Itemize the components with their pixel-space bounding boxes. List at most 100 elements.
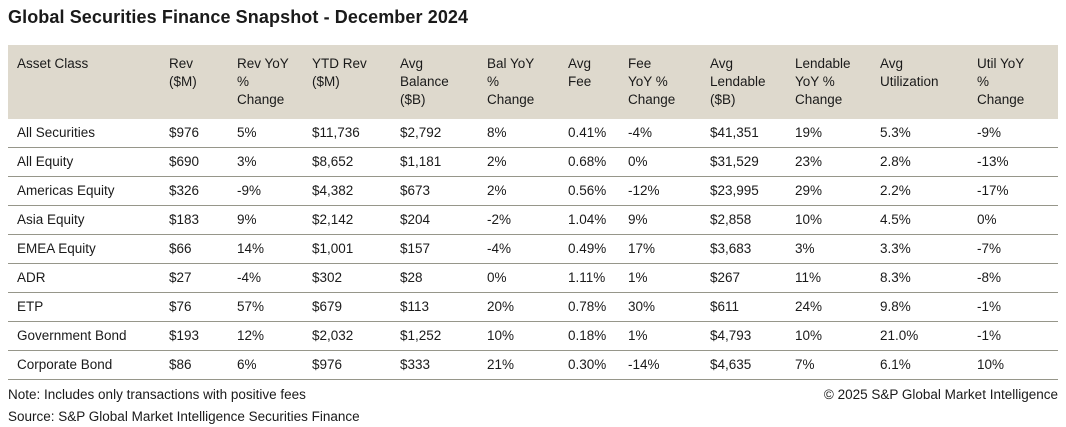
value-cell: 8% xyxy=(478,118,559,148)
value-cell: $333 xyxy=(391,350,478,380)
value-cell: $4,793 xyxy=(701,321,786,351)
value-cell: $23,995 xyxy=(701,176,786,206)
value-cell: 0.56% xyxy=(559,176,619,206)
value-cell: 10% xyxy=(968,350,1058,380)
value-cell: $2,032 xyxy=(303,321,391,351)
page-title: Global Securities Finance Snapshot - Dec… xyxy=(8,7,469,27)
value-cell: 0.30% xyxy=(559,350,619,380)
column-header: YTD Rev ($M) xyxy=(303,45,391,119)
asset-class-cell: Corporate Bond xyxy=(8,350,160,380)
value-cell: $204 xyxy=(391,205,478,235)
value-cell: 10% xyxy=(478,321,559,351)
value-cell: $2,858 xyxy=(701,205,786,235)
value-cell: $673 xyxy=(391,176,478,206)
value-cell: $66 xyxy=(160,234,228,264)
value-cell: 5% xyxy=(228,118,303,148)
note-text: Note: Includes only transactions with po… xyxy=(8,387,306,402)
asset-class-cell: EMEA Equity xyxy=(8,234,160,264)
table-body: All Securities $976 5% $11,736 $2,792 8% 0.41%… xyxy=(8,118,1058,380)
value-cell: 0.41% xyxy=(559,118,619,148)
value-cell: $690 xyxy=(160,147,228,177)
value-cell: $2,142 xyxy=(303,205,391,235)
source-text: Source: S&P Global Market Intelligence S… xyxy=(8,409,360,424)
value-cell: 4.5% xyxy=(871,205,968,235)
value-cell: 1% xyxy=(619,263,701,293)
value-cell: -14% xyxy=(619,350,701,380)
value-cell: 57% xyxy=(228,292,303,322)
value-cell: $976 xyxy=(303,350,391,380)
value-cell: $679 xyxy=(303,292,391,322)
table-row: Government Bond $193 12% $2,032 $1,252 10% 0.1… xyxy=(8,321,1058,351)
value-cell: $267 xyxy=(701,263,786,293)
value-cell: 0.78% xyxy=(559,292,619,322)
value-cell: 0% xyxy=(478,263,559,293)
value-cell: 0% xyxy=(968,205,1058,235)
asset-class-cell: Americas Equity xyxy=(8,176,160,206)
value-cell: -2% xyxy=(478,205,559,235)
value-cell: 7% xyxy=(786,350,871,380)
column-header: Asset Class xyxy=(8,45,160,119)
table-row: Americas Equity $326 -9% $4,382 $673 2% 0.56% -… xyxy=(8,176,1058,206)
value-cell: $183 xyxy=(160,205,228,235)
asset-class-cell: ADR xyxy=(8,263,160,293)
value-cell: 1.04% xyxy=(559,205,619,235)
table-row: ADR $27 -4% $302 $28 0% 1.11% 1% $267 11% 8.3% -8% xyxy=(8,263,1058,293)
value-cell: $76 xyxy=(160,292,228,322)
table-row: All Equity $690 3% $8,652 $1,181 2% 0.68% 0% $31… xyxy=(8,147,1058,177)
column-header: Rev YoY % Change xyxy=(228,45,303,119)
value-cell: 2.8% xyxy=(871,147,968,177)
value-cell: -1% xyxy=(968,321,1058,351)
value-cell: 23% xyxy=(786,147,871,177)
value-cell: $4,382 xyxy=(303,176,391,206)
value-cell: -17% xyxy=(968,176,1058,206)
table-row: Asia Equity $183 9% $2,142 $204 -2% 1.04% 9% $2,… xyxy=(8,205,1058,235)
value-cell: -13% xyxy=(968,147,1058,177)
value-cell: 24% xyxy=(786,292,871,322)
asset-class-cell: All Equity xyxy=(8,147,160,177)
asset-class-cell: Asia Equity xyxy=(8,205,160,235)
value-cell: 20% xyxy=(478,292,559,322)
value-cell: 3% xyxy=(786,234,871,264)
value-cell: $8,652 xyxy=(303,147,391,177)
column-header: Avg Lendable ($B) xyxy=(701,45,786,119)
asset-class-cell: ETP xyxy=(8,292,160,322)
column-header: Fee YoY % Change xyxy=(619,45,701,119)
column-header: Lendable YoY % Change xyxy=(786,45,871,119)
value-cell: -9% xyxy=(968,118,1058,148)
value-cell: $3,683 xyxy=(701,234,786,264)
table-row: Corporate Bond $86 6% $976 $333 21% 0.30% -14% $… xyxy=(8,350,1058,380)
value-cell: $157 xyxy=(391,234,478,264)
asset-class-cell: All Securities xyxy=(8,118,160,148)
value-cell: 9% xyxy=(228,205,303,235)
value-cell: $27 xyxy=(160,263,228,293)
value-cell: 10% xyxy=(786,321,871,351)
asset-class-cell: Government Bond xyxy=(8,321,160,351)
table-row: ETP $76 57% $679 $113 20% 0.78% 30% $611 24% 9.8% -… xyxy=(8,292,1058,322)
value-cell: $11,736 xyxy=(303,118,391,148)
column-header: Avg Utilization xyxy=(871,45,968,119)
copyright-text: © 2025 S&P Global Market Intelligence xyxy=(823,387,1058,402)
value-cell: $1,252 xyxy=(391,321,478,351)
value-cell: 3% xyxy=(228,147,303,177)
value-cell: $86 xyxy=(160,350,228,380)
value-cell: 3.3% xyxy=(871,234,968,264)
value-cell: -4% xyxy=(478,234,559,264)
value-cell: $611 xyxy=(701,292,786,322)
value-cell: -9% xyxy=(228,176,303,206)
value-cell: -8% xyxy=(968,263,1058,293)
column-header: Avg Balance ($B) xyxy=(391,45,478,119)
table-header: Asset Class Rev ($M) Rev YoY % Change YTD R… xyxy=(8,45,1058,119)
column-header: Util YoY % Change xyxy=(968,45,1058,119)
value-cell: 8.3% xyxy=(871,263,968,293)
value-cell: 2% xyxy=(478,176,559,206)
value-cell: -7% xyxy=(968,234,1058,264)
value-cell: 10% xyxy=(786,205,871,235)
value-cell: $41,351 xyxy=(701,118,786,148)
value-cell: -12% xyxy=(619,176,701,206)
value-cell: -1% xyxy=(968,292,1058,322)
value-cell: $2,792 xyxy=(391,118,478,148)
column-header: Avg Fee xyxy=(559,45,619,119)
value-cell: 0.18% xyxy=(559,321,619,351)
value-cell: 21% xyxy=(478,350,559,380)
